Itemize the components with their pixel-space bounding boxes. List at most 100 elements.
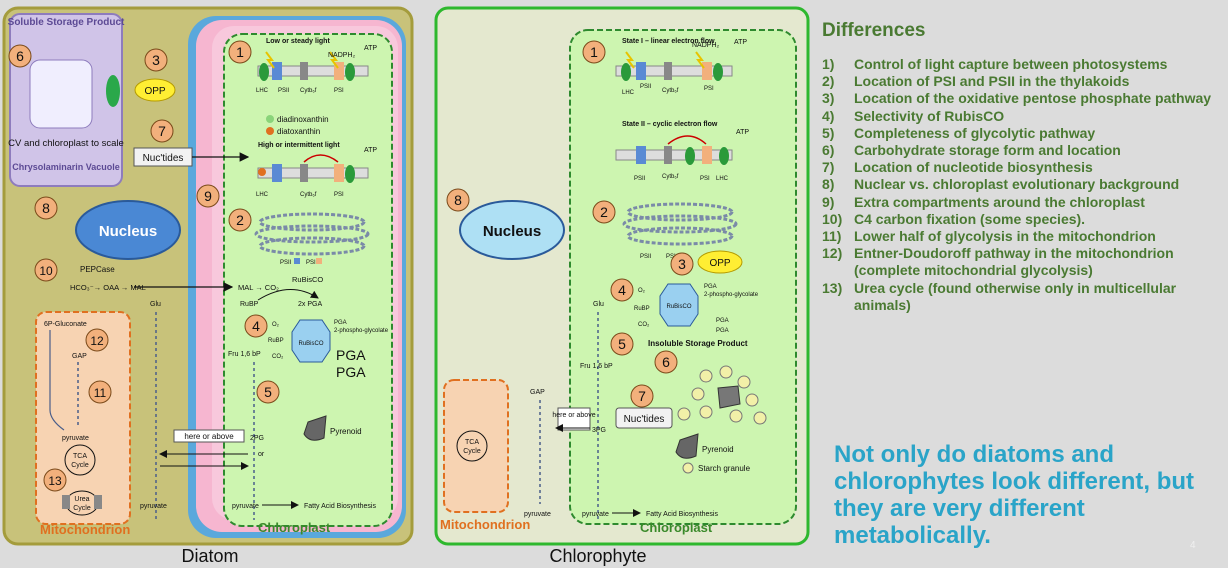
difference-item: 1) Control of light capture between photo… bbox=[822, 56, 1222, 73]
chlorophyte-psi-2: PSI bbox=[700, 176, 710, 182]
svg-text:2: 2 bbox=[600, 204, 608, 220]
diatom-here-or-above: here or above bbox=[184, 432, 234, 441]
diatom-pga-small: PGA bbox=[334, 320, 347, 326]
difference-text: Carbohydrate storage form and location bbox=[854, 142, 1121, 159]
svg-text:13: 13 bbox=[48, 474, 62, 488]
diatom-fru16bp: Fru 1,6 bP bbox=[228, 351, 261, 358]
diatom-vacuole-label: Chrysolaminarin Vacuole bbox=[12, 162, 120, 172]
difference-number: 13) bbox=[822, 279, 843, 296]
svg-text:1: 1 bbox=[590, 44, 598, 60]
diatom-co2: CO₂ bbox=[272, 354, 284, 360]
diatom-pyruvate-left: pyruvate bbox=[140, 503, 167, 510]
chlorophyte-psi-1: PSI bbox=[704, 86, 714, 92]
chlorophyte-pyrenoid bbox=[675, 433, 699, 459]
diatom-nadph-low: NADPH₂ bbox=[328, 52, 356, 59]
diatom-pigment-2-dot bbox=[266, 127, 274, 135]
svg-text:8: 8 bbox=[42, 200, 50, 216]
chlorophyte-3pg: 3PG bbox=[592, 427, 606, 434]
svg-text:Cycle: Cycle bbox=[73, 505, 91, 512]
difference-text: Lower half of glycolysis in the mitochon… bbox=[854, 228, 1156, 245]
diatom-rubisco-label: RuBisCO bbox=[298, 341, 323, 347]
svg-text:OPP: OPP bbox=[144, 86, 165, 97]
chlorophyte-pyruvate-right: pyruvate bbox=[582, 511, 609, 518]
svg-text:3: 3 bbox=[678, 256, 686, 272]
difference-item: 10) C4 carbon fixation (some species). bbox=[822, 211, 1222, 228]
chlorophyte-badge-7: 7 bbox=[630, 384, 654, 408]
difference-text: Completeness of glycolytic pathway bbox=[854, 124, 1096, 141]
diatom-mito-ed-pathway bbox=[49, 330, 65, 431]
difference-text: Entner-Doudoroff pathway in the mitochon… bbox=[854, 245, 1174, 279]
diatom-rubisco-arc bbox=[257, 289, 319, 301]
difference-item: 3) Location of the oxidative pentose phos… bbox=[822, 90, 1222, 107]
diatom-pga-big-2: PGA bbox=[336, 364, 366, 380]
diatom-storage-title: Soluble Storage Product bbox=[8, 17, 125, 28]
diatom-o2: O₂ bbox=[272, 322, 280, 328]
chlorophyte-panel: Chloroplast 8 Nucleus 1 State I – linear… bbox=[434, 6, 810, 566]
chlorophyte-nucleus: Nucleus bbox=[459, 200, 565, 260]
difference-item: 7) Location of nucleotide biosynthesis bbox=[822, 159, 1222, 176]
diatom-mito-pyruvate: pyruvate bbox=[62, 435, 89, 442]
difference-number: 6) bbox=[822, 142, 835, 159]
diatom-lhc-high: LHC bbox=[256, 192, 269, 198]
diatom-psii-legend-swatch bbox=[294, 258, 300, 264]
svg-text:Cycle: Cycle bbox=[71, 462, 89, 469]
diatom-rubisco-enzyme bbox=[291, 319, 331, 363]
difference-item: 12) Entner-Doudoroff pathway in the mitoc… bbox=[822, 245, 1222, 279]
svg-text:8: 8 bbox=[454, 192, 462, 208]
metabolism-comparison-diagram: Chloroplast Soluble Storage Product CV a… bbox=[2, 6, 810, 566]
diatom-badge-7: 7 bbox=[150, 119, 174, 143]
diatom-pigment-1: diadinoxanthin bbox=[277, 115, 329, 124]
chlorophyte-caption: Chlorophyte bbox=[549, 546, 646, 566]
diatom-psii-low: PSII bbox=[278, 88, 290, 94]
difference-item: 2) Location of PSI and PSII in the thylak… bbox=[822, 73, 1222, 90]
svg-text:11: 11 bbox=[94, 386, 107, 400]
chlorophyte-thylakoid-state2 bbox=[615, 135, 733, 165]
difference-item: 11) Lower half of glycolysis in the mitoc… bbox=[822, 228, 1222, 245]
diatom-cv-caption: CV and chloroplast to scale bbox=[8, 138, 124, 149]
chlorophyte-pga-2: PGA bbox=[716, 318, 729, 324]
diatom-psi-high: PSI bbox=[334, 192, 344, 198]
chlorophyte-lhc-2: LHC bbox=[716, 176, 729, 182]
svg-text:9: 9 bbox=[204, 188, 212, 204]
difference-item: 8) Nuclear vs. chloroplast evolutionary b… bbox=[822, 176, 1222, 193]
svg-text:5: 5 bbox=[264, 384, 272, 400]
svg-text:3: 3 bbox=[152, 52, 160, 68]
diatom-rubp-2: RuBP bbox=[268, 338, 284, 344]
diatom-glu: Glu bbox=[150, 301, 161, 308]
diatom-badge-1: 1 bbox=[228, 40, 252, 64]
diatom-here-or-above-box bbox=[173, 429, 245, 443]
diatom-rubp: RuBP bbox=[240, 301, 259, 308]
chlorophyte-pga-1: PGA bbox=[704, 284, 717, 290]
differences-heading: Differences bbox=[822, 20, 926, 41]
difference-text: Control of light capture between photosy… bbox=[854, 56, 1168, 72]
difference-text: Location of the oxidative pentose phosph… bbox=[854, 90, 1212, 107]
chlorophyte-nadph: NADPH₂ bbox=[692, 42, 720, 49]
svg-text:4: 4 bbox=[618, 282, 626, 298]
chlorophyte-fru16bp: Fru 1,6 bP bbox=[580, 363, 613, 370]
diatom-nucleus: Nucleus bbox=[75, 200, 181, 260]
diatom-c4-path: HCO₃⁻→ OAA → MAL bbox=[70, 283, 146, 292]
chlorophyte-mito-label: Mitochondrion bbox=[440, 517, 530, 532]
difference-item: 9) Extra compartments around the chloropl… bbox=[822, 194, 1222, 211]
chlorophyte-chloroplast-label: Chloroplast bbox=[640, 520, 713, 535]
diatom-mal-co2: MAL → CO₂ bbox=[238, 283, 279, 292]
svg-text:10: 10 bbox=[39, 264, 53, 278]
difference-item: 13) Urea cycle (found otherwise only in m… bbox=[822, 280, 1222, 314]
diatom-mito-gluconate: 6P-Gluconate bbox=[44, 321, 87, 328]
chlorophyte-thylakoid-state1 bbox=[615, 51, 733, 81]
difference-text: Selectivity of RubisCO bbox=[854, 107, 1005, 124]
diatom-badge-4: 4 bbox=[244, 314, 268, 338]
diatom-psi-legend-swatch bbox=[316, 258, 322, 264]
diatom-pyrenoid bbox=[303, 415, 327, 441]
chlorophyte-psii-legend: PSII bbox=[640, 254, 652, 260]
chlorophyte-pyrenoid-label: Pyrenoid bbox=[702, 445, 734, 454]
svg-text:12: 12 bbox=[90, 334, 104, 348]
diatom-psi-low: PSI bbox=[334, 88, 344, 94]
chlorophyte-psii-2: PSII bbox=[634, 176, 646, 182]
difference-text: C4 carbon fixation (some species). bbox=[854, 210, 1086, 227]
diatom-light-high: High or intermittent light bbox=[258, 142, 340, 149]
chlorophyte-badge-5: 5 bbox=[610, 332, 634, 356]
diatom-mito-gap: GAP bbox=[72, 353, 87, 360]
chlorophyte-o2: O₂ bbox=[638, 288, 646, 294]
diatom-rubisco-top: RuBisCO bbox=[292, 275, 323, 284]
